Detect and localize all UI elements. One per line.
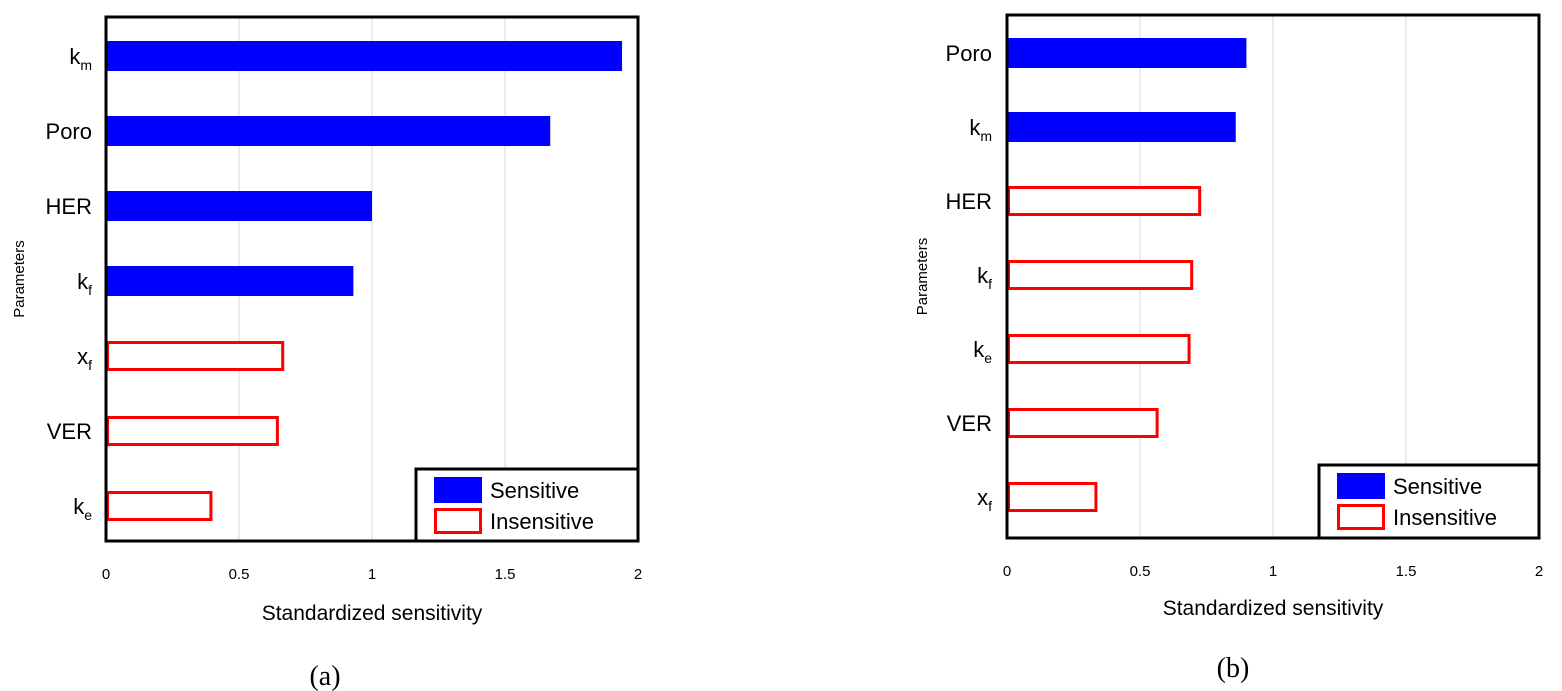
x-axis-title: Standardized sensitivity: [262, 602, 483, 625]
category-label: ke: [73, 494, 92, 523]
x-tick-label: 0.5: [229, 566, 250, 583]
legend-swatch-sensitive: [434, 477, 482, 503]
category-label: kf: [977, 263, 992, 292]
legend-swatch-sensitive: [1337, 473, 1385, 499]
y-axis-title: Parameters: [11, 240, 28, 318]
x-tick-label: 0.5: [1130, 563, 1151, 580]
chart-panel-a: 0 0.5 1 1.5 2 km Poro HER kf xf VER ke Sensitive Inse…: [11, 15, 642, 691]
legend-label: Sensitive: [1393, 474, 1482, 499]
category-label: xf: [977, 485, 992, 514]
category-label: kf: [77, 269, 92, 298]
category-label: ke: [973, 337, 992, 366]
panel-label: (b): [1217, 653, 1250, 684]
bar-sensitive: [106, 116, 551, 146]
bar-sensitive: [106, 191, 372, 221]
plot-frame: [1005, 13, 1541, 540]
legend-label: Insensitive: [1393, 505, 1497, 530]
x-tick-label: 1.5: [495, 566, 516, 583]
category-label: xf: [77, 344, 92, 373]
bar-insensitive: [1007, 260, 1194, 290]
x-tick-label: 1: [1269, 563, 1277, 580]
bar-insensitive: [106, 416, 279, 446]
category-label: km: [969, 115, 992, 144]
bar-sensitive: [106, 266, 354, 296]
bar-insensitive: [1007, 482, 1098, 512]
plot-frame: [104, 15, 640, 543]
panel-label: (a): [309, 661, 340, 691]
bar-insensitive: [1007, 408, 1159, 438]
bar-sensitive: [1007, 112, 1236, 142]
x-tick-label: 0: [1003, 563, 1011, 580]
legend-swatch-insensitive: [1337, 504, 1385, 530]
y-axis-title: Parameters: [914, 238, 931, 316]
x-tick-label: 1: [368, 566, 376, 583]
x-tick-label: 2: [1535, 563, 1543, 580]
bar-insensitive: [1007, 186, 1202, 216]
legend: Sensitive Insensitive: [414, 467, 640, 543]
category-label: Poro: [46, 119, 92, 144]
bar-insensitive: [106, 491, 213, 521]
category-label: Poro: [946, 41, 992, 66]
chart-panel-b: 0 0.5 1 1.5 2 Poro km HER kf ke VER xf Sensitive Inse…: [914, 13, 1543, 684]
x-tick-label: 0: [102, 566, 110, 583]
category-label: VER: [947, 411, 992, 436]
bar-insensitive: [106, 341, 285, 371]
x-axis-title: Standardized sensitivity: [1163, 597, 1384, 620]
legend-label: Insensitive: [490, 509, 594, 534]
bar-sensitive: [1007, 38, 1247, 68]
category-label: VER: [47, 419, 92, 444]
x-tick-label: 2: [634, 566, 642, 583]
legend-swatch-insensitive: [434, 508, 482, 534]
legend-label: Sensitive: [490, 478, 579, 503]
category-label: km: [69, 44, 92, 73]
legend: Sensitive Insensitive: [1317, 463, 1541, 540]
bar-sensitive: [106, 41, 623, 71]
category-label: HER: [46, 194, 92, 219]
bar-insensitive: [1007, 334, 1191, 364]
category-label: HER: [946, 189, 992, 214]
x-tick-label: 1.5: [1396, 563, 1417, 580]
